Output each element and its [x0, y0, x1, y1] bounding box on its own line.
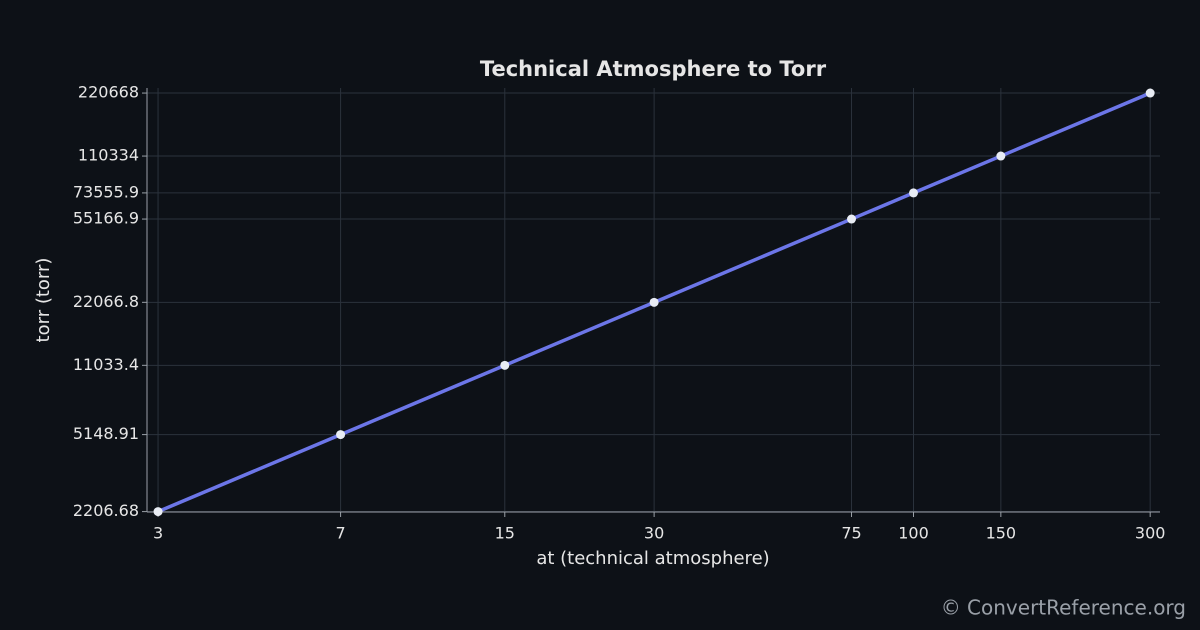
x-tick-label: 300 [1135, 524, 1166, 543]
y-tick-label: 2206.68 [73, 501, 139, 520]
y-tick-label: 73555.9 [73, 182, 139, 201]
y-tick-label: 55166.9 [73, 209, 139, 228]
y-axis-label: torr (torr) [33, 258, 54, 343]
data-point [1145, 88, 1155, 98]
x-tick-label: 150 [986, 524, 1017, 543]
data-point [847, 214, 857, 224]
x-axis-label: at (technical atmosphere) [536, 548, 769, 569]
x-tick-label: 100 [898, 524, 929, 543]
y-tick-label: 110334 [78, 146, 139, 165]
data-point [336, 430, 346, 440]
x-tick-label: 15 [495, 524, 515, 543]
x-tick-label: 7 [335, 524, 345, 543]
y-tick-label: 220668 [78, 83, 139, 102]
x-tick-label: 30 [644, 524, 664, 543]
data-point [996, 151, 1006, 161]
y-tick-label: 11033.4 [73, 355, 139, 374]
data-point [500, 360, 510, 370]
watermark: © ConvertReference.org [941, 596, 1186, 620]
series-line [157, 91, 1151, 514]
x-tick-label: 3 [153, 524, 163, 543]
x-tick-label: 75 [841, 524, 861, 543]
data-point [908, 188, 918, 198]
data-point [153, 507, 163, 517]
y-tick-label: 22066.8 [73, 292, 139, 311]
y-tick-label: 5148.91 [73, 424, 139, 443]
chart-title: Technical Atmosphere to Torr [480, 57, 827, 81]
data-point [649, 297, 659, 307]
